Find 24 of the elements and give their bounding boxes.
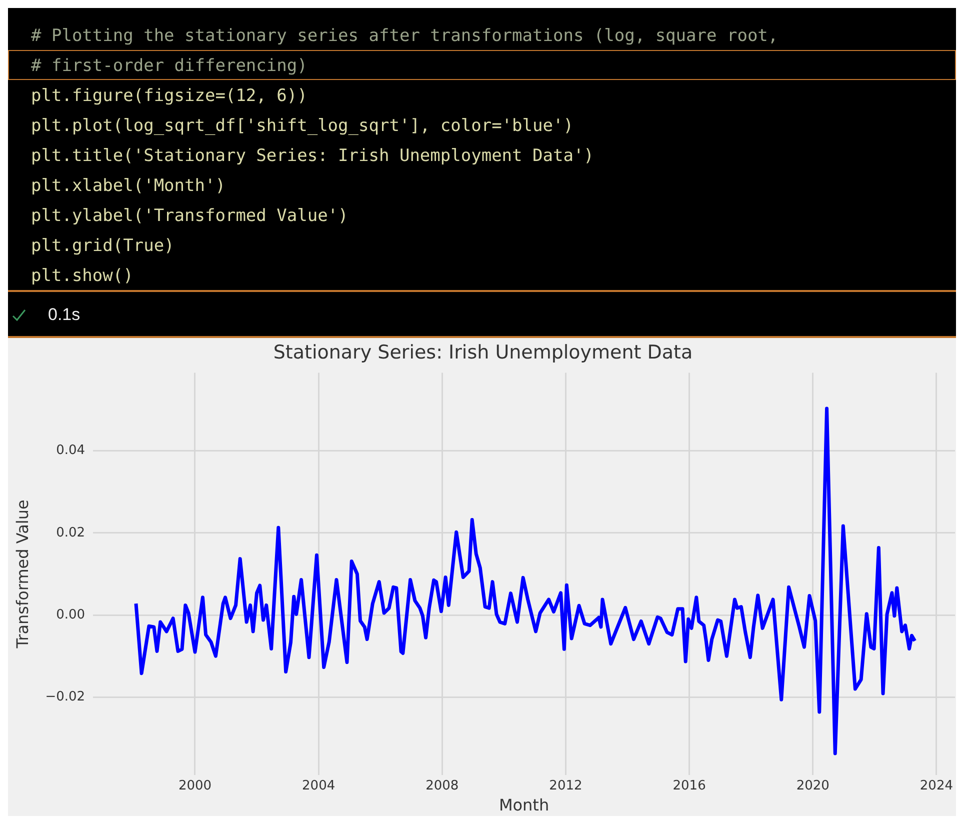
y-tick-label: −0.02 [45, 690, 86, 705]
x-tick-label: 2008 [426, 778, 459, 794]
y-tick-label: 0.02 [56, 525, 86, 540]
x-tick-label: 2024 [920, 778, 954, 794]
text: plt.title('Stationary Series: Irish Unemployment Data') [30, 145, 595, 168]
text: 0.1s [48, 305, 80, 325]
y-tick-label: 0.00 [56, 607, 86, 622]
x-tick-label: 2020 [796, 778, 830, 794]
text: plt.ylabel('Transformed Value') [30, 205, 350, 228]
text: plt.figure(figsize=(12, 6)) [30, 85, 308, 108]
x-axis-title: Month [498, 796, 550, 815]
x-tick-label: 2016 [672, 778, 706, 794]
text: plt.grid(True) [30, 235, 176, 258]
text: plt.show() [30, 265, 134, 288]
text: # Plotting the stationary series after transformations (log, square root, [30, 25, 780, 48]
x-tick-label: 2012 [549, 778, 582, 794]
y-axis-title: Transformed Value [12, 500, 32, 650]
text: plt.xlabel('Month') [30, 175, 226, 198]
text: plt.plot(log_sqrt_df['shift_log_sqrt'], color='blue') [30, 115, 574, 138]
x-tick-label: 2000 [178, 778, 212, 794]
x-tick-label: 2004 [302, 778, 336, 794]
y-tick-label: 0.04 [56, 443, 86, 458]
chart-title: Stationary Series: Irish Unemployment Data [273, 341, 693, 364]
text: # first-order differencing) [8, 50, 956, 80]
